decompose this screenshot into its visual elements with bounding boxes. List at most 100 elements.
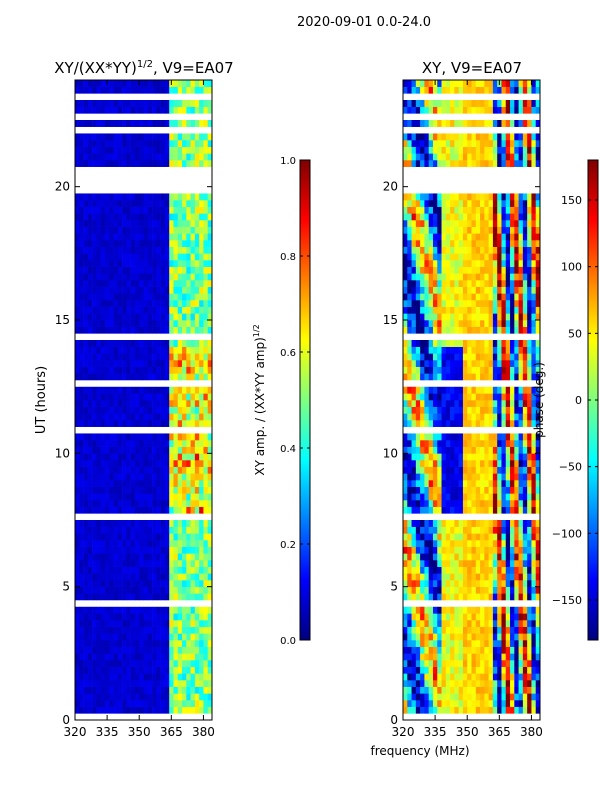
heatmap-cell <box>122 220 127 227</box>
heatmap-cell <box>186 653 191 661</box>
heatmap-cell <box>488 413 494 421</box>
heatmap-cell <box>501 686 507 694</box>
heatmap-cell <box>203 560 209 567</box>
heatmap-cell <box>505 313 511 321</box>
heatmap-cell <box>75 300 80 307</box>
heatmap-cell <box>199 660 204 667</box>
heatmap-cell <box>445 593 451 601</box>
heatmap-cell <box>96 240 101 247</box>
heatmap-cell <box>96 400 101 407</box>
heatmap-cell <box>514 406 519 414</box>
heatmap-cell <box>467 506 472 514</box>
heatmap-cell <box>492 306 498 314</box>
heatmap-cell <box>458 213 464 221</box>
heatmap-cell <box>411 473 417 481</box>
heatmap-cell <box>432 466 438 474</box>
heatmap-cell <box>510 373 515 381</box>
heatmap-cell <box>173 386 179 394</box>
heatmap-cell <box>147 366 153 374</box>
heatmap-cell <box>403 586 408 594</box>
heatmap-cell <box>403 493 408 501</box>
heatmap-cell <box>415 613 421 621</box>
heatmap-cell <box>130 640 136 647</box>
heatmap-cell <box>480 500 485 507</box>
heatmap-cell <box>531 506 537 514</box>
heatmap-cell <box>467 260 472 267</box>
heatmap-cell <box>117 260 123 267</box>
heatmap-cell <box>186 273 191 281</box>
heatmap-cell <box>510 646 515 654</box>
heatmap-cell <box>147 353 153 361</box>
heatmap-cell <box>96 373 101 381</box>
heatmap-cell <box>182 706 187 714</box>
heatmap-cell <box>126 526 131 534</box>
heatmap-cell <box>207 306 213 314</box>
heatmap-cell <box>471 626 477 634</box>
heatmap-cell <box>454 360 459 367</box>
heatmap-cell <box>186 680 191 687</box>
heatmap-cell <box>428 293 434 301</box>
heatmap-cell <box>186 260 191 267</box>
heatmap-cell <box>531 666 537 674</box>
heatmap-cell <box>480 393 485 401</box>
heatmap-cell <box>475 673 481 681</box>
heatmap-cell <box>130 400 136 407</box>
heatmap-cell <box>432 706 438 714</box>
heatmap-cell <box>428 446 434 454</box>
heatmap-cell <box>156 500 161 507</box>
heatmap-cell <box>156 440 161 447</box>
heatmap-cell <box>505 580 511 587</box>
heatmap-cell <box>420 386 425 394</box>
heatmap-cell <box>475 233 481 241</box>
heatmap-cell <box>475 286 481 294</box>
heatmap-cell <box>199 673 204 681</box>
heatmap-cell <box>535 560 541 567</box>
heatmap-cell <box>79 393 84 401</box>
heatmap-cell <box>134 433 140 441</box>
heatmap-cell <box>83 146 89 154</box>
heatmap-cell <box>104 646 110 654</box>
heatmap-cell <box>182 646 187 654</box>
heatmap-cell <box>450 460 455 467</box>
heatmap-cell <box>130 486 136 494</box>
heatmap-cell <box>527 693 532 701</box>
heatmap-cell <box>92 420 97 427</box>
heatmap-cell <box>173 246 179 254</box>
heatmap-cell <box>492 506 498 514</box>
heatmap-cell <box>83 506 89 514</box>
heatmap-cell <box>130 573 136 581</box>
heatmap-cell <box>535 340 541 347</box>
heatmap-cell <box>130 146 136 154</box>
heatmap-cell <box>510 546 515 554</box>
heatmap-cell <box>117 220 123 227</box>
heatmap-cell <box>173 286 179 294</box>
heatmap-cell <box>403 480 408 487</box>
heatmap-cell <box>403 233 408 241</box>
heatmap-cell <box>182 546 187 554</box>
heatmap-cell <box>182 493 187 501</box>
heatmap-cell <box>420 300 425 307</box>
heatmap-cell <box>415 253 421 261</box>
heatmap-cell <box>441 366 447 374</box>
heatmap-cell <box>194 653 200 661</box>
heatmap-cell <box>458 440 464 447</box>
heatmap-cell <box>527 706 532 714</box>
heatmap-cell <box>445 686 451 694</box>
heatmap-cell <box>467 706 472 714</box>
heatmap-cell <box>505 680 511 687</box>
heatmap-cell <box>420 653 425 661</box>
heatmap-cell <box>424 493 429 501</box>
heatmap-cell <box>432 320 438 327</box>
heatmap-cell <box>488 693 494 701</box>
heatmap-cell <box>505 613 511 621</box>
heatmap-cell <box>169 546 174 554</box>
heatmap-cell <box>100 613 106 621</box>
heatmap-cell <box>79 300 84 307</box>
heatmap-cell <box>203 533 209 541</box>
heatmap-cell <box>518 266 524 274</box>
heatmap-cell <box>480 620 485 627</box>
heatmap-cell <box>207 413 213 421</box>
heatmap-cell <box>424 686 429 694</box>
heatmap-cell <box>113 493 119 501</box>
heatmap-cell <box>96 680 101 687</box>
